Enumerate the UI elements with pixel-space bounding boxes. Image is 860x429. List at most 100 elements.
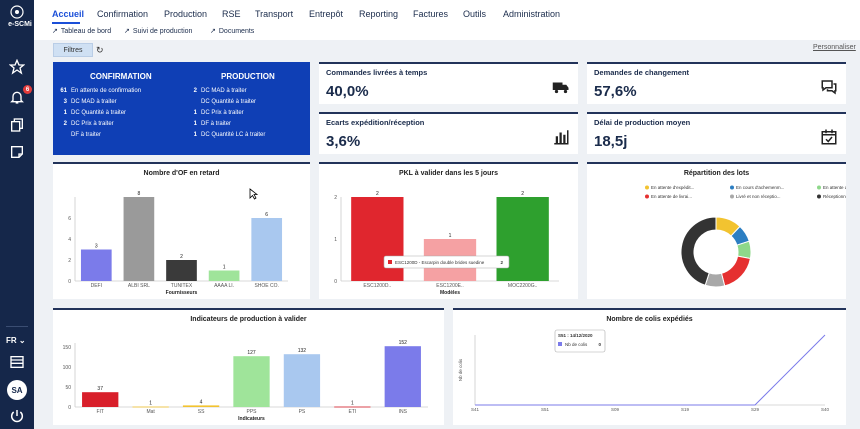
nav-factures[interactable]: Factures xyxy=(413,9,449,19)
chart-card-lots: Répartition des lots En attente d'expédi… xyxy=(587,162,846,299)
legend-label: Livré et non réceptio... xyxy=(736,194,781,199)
logo[interactable]: e-SCMi xyxy=(3,4,32,32)
tooltip-value: 2 xyxy=(500,260,503,265)
avatar[interactable]: SA xyxy=(7,380,27,400)
legend-label: En attente de RDV en... xyxy=(823,185,846,190)
summary-row[interactable]: 2 DC MAD à traiter xyxy=(188,88,247,94)
y-tick-label: 0 xyxy=(68,279,71,285)
summary-label: DF à traiter xyxy=(201,121,232,127)
summary-count: 2 xyxy=(193,88,197,94)
data-label: 1 xyxy=(223,265,226,271)
summary-row[interactable]: 1 DC Quantité LC à traiter xyxy=(188,132,266,138)
summary-row[interactable]: 1 DF à traiter xyxy=(188,121,231,127)
bar xyxy=(251,218,283,281)
data-label: 6 xyxy=(265,212,268,218)
x-tick-label: INS xyxy=(399,409,408,415)
summary-label: DC MAD à traiter xyxy=(201,88,247,94)
chart-card-indicators: Indicateurs de production à valider 0 50 1… xyxy=(53,308,444,425)
kpi-card-shipping-gap[interactable]: Ecarts expédition/réception 3,6% xyxy=(319,112,578,154)
summary-label: DC Quantité LC à traiter xyxy=(201,132,266,138)
tooltip-box xyxy=(554,329,606,353)
data-label: 132 xyxy=(298,348,307,354)
x-tick-label: PS xyxy=(299,409,306,415)
data-label: 152 xyxy=(399,340,408,346)
nav-administration[interactable]: Administration xyxy=(503,9,561,19)
subnav-tableau-de-bord[interactable]: ↗ Tableau de bord xyxy=(52,27,111,36)
bar xyxy=(123,197,155,281)
nav-transport[interactable]: Transport xyxy=(255,9,294,19)
lots-donut-chart: En attente d'expédit... En cours d'acheme… xyxy=(645,185,846,288)
kpi-card-change-requests[interactable]: Demandes de changement 57,6% xyxy=(587,62,846,104)
language-selector[interactable]: FR ⌄ xyxy=(6,336,26,345)
x-tick-label: SHOE CO. xyxy=(254,283,278,289)
summary-row[interactable]: DF à traiter xyxy=(58,132,101,138)
summary-row[interactable]: 1 DC Quantité à traiter xyxy=(58,110,126,116)
tooltip-label: ESC1200D - Escarpin double brides suedin… xyxy=(395,260,485,265)
subnav-documents[interactable]: ↗ Documents xyxy=(210,27,254,36)
x-tick-label: ALBI SRL xyxy=(128,283,150,289)
x-axis-label: Indicateurs xyxy=(238,416,265,422)
summary-label: DF à traiter xyxy=(71,132,102,138)
summary-count: 61 xyxy=(60,88,67,94)
summary-row[interactable]: 3 DC MAD à traiter xyxy=(58,99,117,105)
cursor-icon xyxy=(249,188,259,200)
kpi-title: Ecarts expédition/réception xyxy=(326,118,425,127)
data-label: 1 xyxy=(351,401,354,407)
y-tick-label: 150 xyxy=(63,345,72,351)
power-icon[interactable] xyxy=(7,406,27,426)
subnav-suivi-production[interactable]: ↗ Suivi de production xyxy=(124,27,192,36)
nav-reporting[interactable]: Reporting xyxy=(359,9,399,19)
bell-icon[interactable] xyxy=(7,87,27,107)
list-icon[interactable] xyxy=(7,352,27,372)
kpi-card-production-delay[interactable]: Délai de production moyen 18,5j xyxy=(587,112,846,154)
sidebar: e-SCMi 6 FR ⌄ SA xyxy=(0,0,34,429)
customize-link[interactable]: Personnaliser xyxy=(813,44,856,51)
refresh-icon[interactable]: ↻ xyxy=(96,45,104,55)
nav-rse[interactable]: RSE xyxy=(222,9,241,19)
summary-row[interactable]: 61 En attente de confirmation xyxy=(58,88,141,94)
bar xyxy=(132,406,169,408)
nav-entrepot[interactable]: Entrepôt xyxy=(309,9,344,19)
x-tick-label: S51 xyxy=(541,407,550,412)
tooltip-value: 0 xyxy=(598,342,601,347)
tooltip-label: Nb de colis xyxy=(565,342,588,347)
data-label: 2 xyxy=(521,191,524,197)
x-tick-label: ESC1200D.. xyxy=(363,283,391,289)
y-tick-label: 1 xyxy=(334,237,337,243)
nav-production[interactable]: Production xyxy=(164,9,208,19)
summary-row[interactable]: DC Quantité à traiter xyxy=(188,99,256,105)
y-tick-label: 4 xyxy=(68,237,71,243)
summary-label: DC Prix à traiter xyxy=(71,121,114,127)
kpi-card-on-time[interactable]: Commandes livrées à temps 40,0% xyxy=(319,62,578,104)
summary-count: 1 xyxy=(63,110,67,116)
external-link-icon: ↗ xyxy=(52,28,58,35)
x-tick-label: S40 xyxy=(821,407,830,412)
summary-card: CONFIRMATION PRODUCTION 61 En attente de … xyxy=(53,62,310,155)
nav-outils[interactable]: Outils xyxy=(463,9,487,19)
late-of-chart: 0 2 4 6 3 DEFI 8 ALBI SRL 2 TUNITEX 1 AAAA LI. 6 SHOE… xyxy=(68,191,288,296)
y-tick-label: 0 xyxy=(334,279,337,285)
copy-icon[interactable] xyxy=(7,115,27,135)
confirmation-title: CONFIRMATION xyxy=(90,72,152,81)
legend-label: En attente d'expédit... xyxy=(651,185,694,190)
tooltip-box xyxy=(383,255,510,269)
nav-confirmation[interactable]: Confirmation xyxy=(97,9,149,19)
legend-marker xyxy=(730,194,734,199)
summary-row[interactable]: 2 DC Prix à traiter xyxy=(58,121,114,127)
summary-count: 1 xyxy=(193,132,197,138)
y-tick-label: 2 xyxy=(334,195,337,201)
notification-badge: 6 xyxy=(23,85,32,94)
star-icon[interactable] xyxy=(7,57,27,77)
kpi-title: Demandes de changement xyxy=(594,68,690,77)
bar xyxy=(182,405,220,407)
y-tick-label: 50 xyxy=(65,385,71,391)
nav-accueil[interactable]: Accueil xyxy=(52,9,85,19)
bar xyxy=(351,197,404,281)
filters-button[interactable]: Filtres xyxy=(53,43,93,57)
x-tick-label: S41 xyxy=(471,407,480,412)
y-tick-label: 2 xyxy=(68,258,71,264)
note-icon[interactable] xyxy=(7,142,27,162)
summary-row[interactable]: 1 DC Prix à traiter xyxy=(188,110,244,116)
x-tick-label: SS xyxy=(198,409,205,415)
x-axis-label: Fournisseurs xyxy=(166,290,198,296)
